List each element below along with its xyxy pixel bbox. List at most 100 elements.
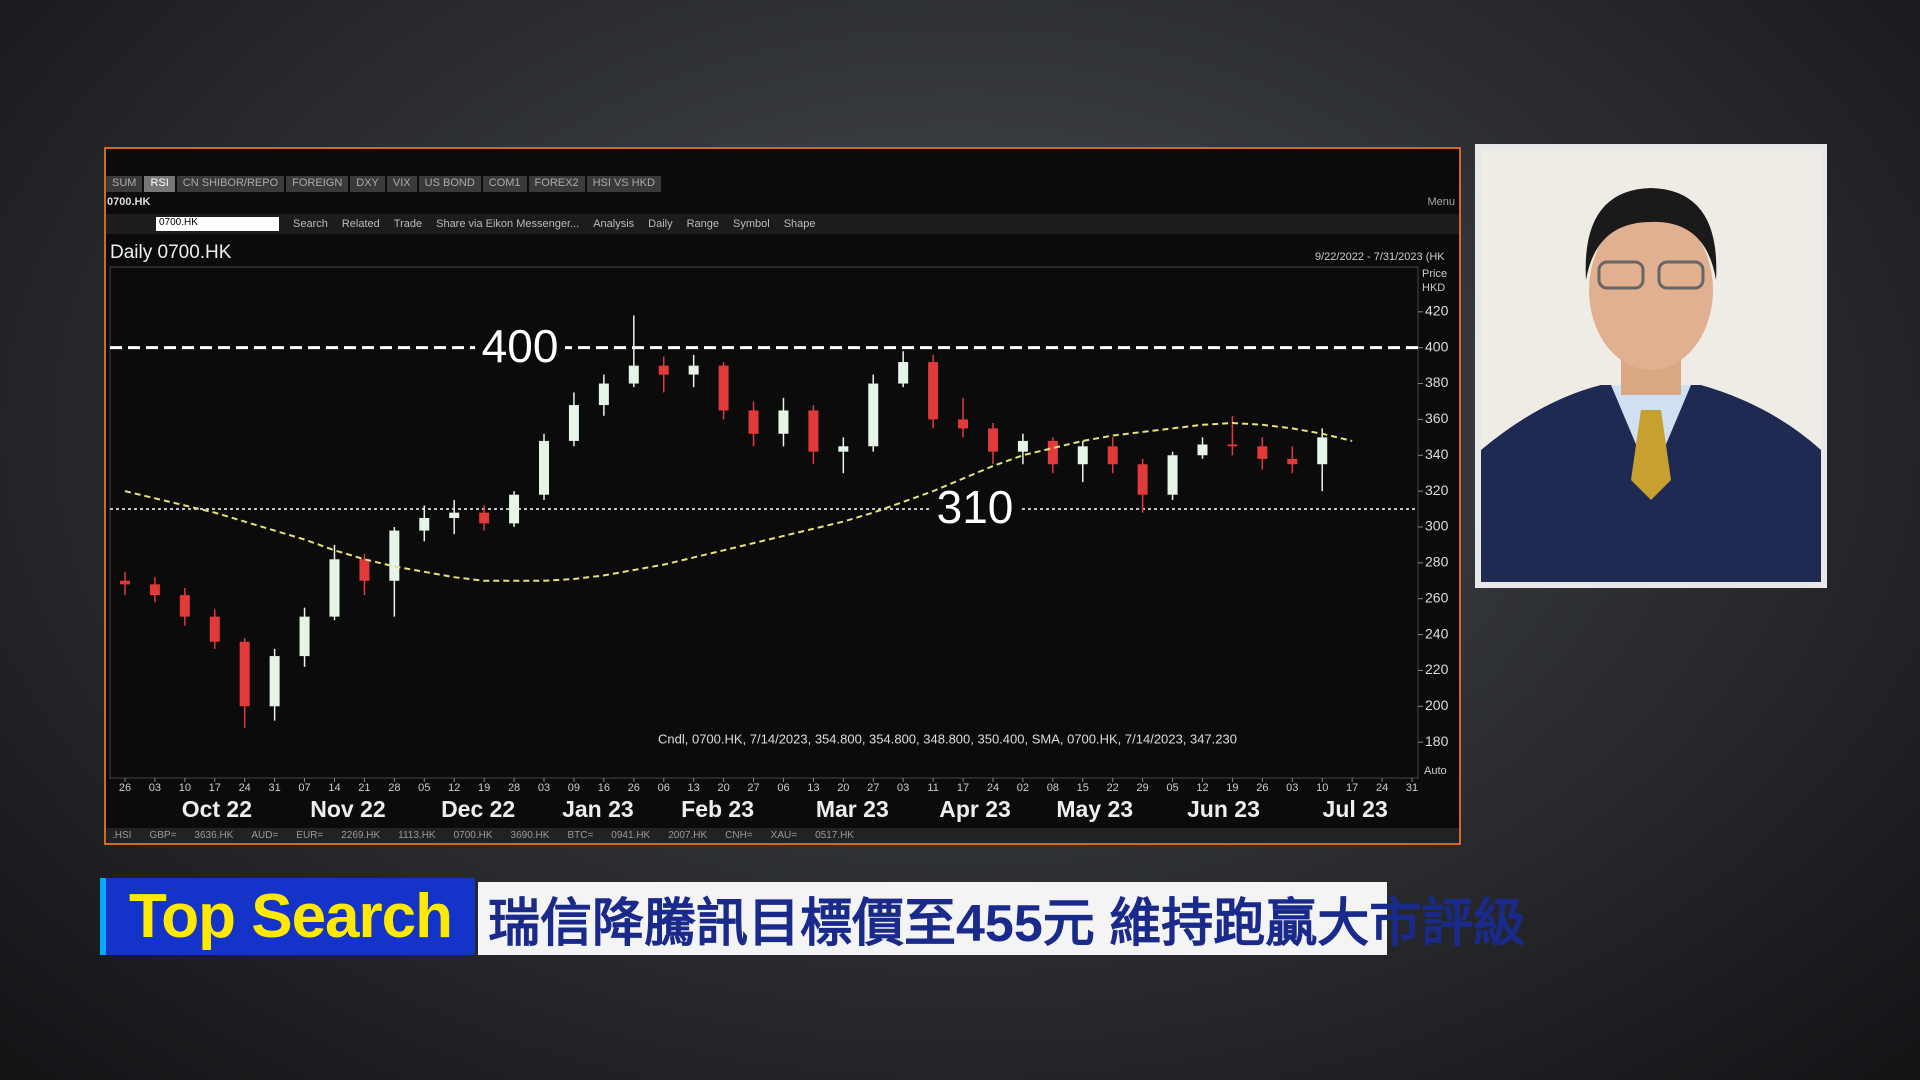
toolbar-item[interactable]: Related	[341, 218, 380, 230]
search-box[interactable]: 0700.HK	[156, 217, 279, 231]
candle-body	[598, 383, 609, 406]
ticker-item[interactable]: CNH=	[725, 830, 753, 841]
date-range: 9/22/2022 - 7/31/2023 (HK	[1315, 251, 1445, 263]
tab[interactable]: FOREIGN	[286, 176, 349, 192]
toolbar: 0700.HK Search Related Trade Share via Eiko…	[106, 214, 1459, 234]
ticker-item[interactable]: BTC=	[567, 830, 594, 841]
menu[interactable]: Menu	[1427, 196, 1455, 208]
tab[interactable]: DXY	[350, 176, 385, 192]
caption-tag: Top Search	[100, 878, 475, 955]
x-tick-label: 08	[1047, 782, 1059, 794]
reference-label-bg	[475, 325, 566, 370]
toolbar-item[interactable]: Range	[686, 218, 720, 230]
x-tick-label: 27	[867, 782, 879, 794]
tab[interactable]: VIX	[386, 176, 417, 192]
x-tick-label: 03	[149, 782, 161, 794]
x-tick-label: 15	[1077, 782, 1089, 794]
reference-label-bg	[930, 487, 1021, 532]
tab[interactable]: SUM	[106, 176, 143, 192]
y-tick-label: 300	[1425, 518, 1449, 534]
ticker-item[interactable]: 1113.HK	[398, 830, 436, 841]
month-label: Jul 23	[1323, 796, 1388, 822]
toolbar-item[interactable]: Share via Eikon Messenger...	[436, 218, 580, 230]
x-tick-label: 06	[658, 782, 670, 794]
candle-body	[928, 362, 939, 420]
x-tick-label: 19	[478, 782, 490, 794]
candle-body	[1257, 446, 1268, 459]
x-tick-label: 20	[717, 782, 729, 794]
tab[interactable]: RSI	[144, 176, 175, 192]
toolbar-item[interactable]: Shape	[783, 218, 816, 230]
tab[interactable]: COM1	[482, 176, 527, 192]
candle-body	[658, 365, 669, 375]
glasses	[1597, 260, 1645, 290]
candle-body	[838, 446, 849, 452]
ticker-item[interactable]: 0700.HK	[453, 830, 493, 841]
candle-body	[539, 440, 550, 495]
month-label: Feb 23	[681, 796, 754, 822]
y-tick-label: 380	[1425, 374, 1449, 390]
ticker-item[interactable]: 0517.HK	[815, 830, 854, 841]
y-tick-label: 200	[1425, 697, 1449, 713]
y-tick-label: 340	[1425, 446, 1449, 462]
y-tick-label: 400	[1425, 338, 1449, 354]
reference-label: 310	[937, 481, 1014, 533]
ticker-item[interactable]: .HSI	[112, 830, 132, 841]
ticker-item[interactable]: XAU=	[770, 830, 798, 841]
ticker-item[interactable]: 2269.HK	[341, 830, 381, 841]
candle-body	[509, 494, 520, 524]
ticker-item[interactable]: EUR=	[296, 830, 324, 841]
toolbar-item[interactable]: Daily	[648, 218, 673, 230]
toolbar-item[interactable]: Search	[293, 218, 328, 230]
candle-body	[359, 559, 370, 581]
y-tick-label: 360	[1425, 410, 1449, 426]
candle-body	[209, 616, 220, 642]
candle-body	[239, 641, 250, 707]
tab[interactable]: FOREX2	[528, 176, 585, 192]
x-tick-label: 26	[628, 782, 640, 794]
month-label: Jan 23	[562, 796, 634, 822]
x-tick-label: 24	[987, 782, 999, 794]
candle-body	[868, 383, 879, 447]
x-tick-label: 19	[1226, 782, 1238, 794]
x-tick-label: 03	[538, 782, 550, 794]
presenter	[1481, 150, 1821, 582]
month-label: Jun 23	[1187, 796, 1260, 822]
ticker-item[interactable]: 0941.HK	[611, 830, 651, 841]
candle-body	[299, 616, 310, 657]
tab[interactable]: US BOND	[418, 176, 481, 192]
ticker-item[interactable]: AUD=	[251, 830, 279, 841]
ticker-item[interactable]: GBP=	[149, 830, 177, 841]
glasses	[1657, 260, 1705, 290]
x-tick-label: 02	[1017, 782, 1029, 794]
y-tick-label: 220	[1425, 661, 1449, 677]
candle-body	[1227, 444, 1238, 447]
month-label: Dec 22	[441, 796, 515, 822]
x-tick-label: 07	[298, 782, 310, 794]
ticker-item[interactable]: 3690.HK	[510, 830, 550, 841]
x-tick-label: 31	[268, 782, 280, 794]
ticker-item[interactable]: 3636.HK	[194, 830, 234, 841]
tab[interactable]: HSI VS HKD	[586, 176, 661, 192]
toolbar-item[interactable]: Analysis	[593, 218, 635, 230]
ticker-item[interactable]: 2007.HK	[668, 830, 708, 841]
x-tick-label: 12	[448, 782, 460, 794]
x-tick-label: 20	[837, 782, 849, 794]
tie	[1631, 410, 1671, 500]
x-tick-label: 13	[807, 782, 819, 794]
tab-bar: SUM RSI CN SHIBOR/REPO FOREIGN DXY VIX US BOND…	[106, 176, 661, 192]
month-label: Nov 22	[310, 796, 385, 822]
toolbar-item[interactable]: Trade	[393, 218, 423, 230]
y-tick-label: 180	[1425, 733, 1449, 749]
candle-body	[1287, 458, 1298, 465]
x-tick-label: 03	[897, 782, 909, 794]
candle-body	[1167, 455, 1178, 495]
video-inset	[1475, 144, 1827, 588]
tab[interactable]: CN SHIBOR/REPO	[176, 176, 285, 192]
chart-title: Daily 0700.HK	[110, 242, 232, 263]
x-tick-label: 03	[1286, 782, 1298, 794]
x-tick-label: 10	[1316, 782, 1328, 794]
toolbar-item[interactable]: Symbol	[733, 218, 770, 230]
face	[1589, 210, 1713, 370]
